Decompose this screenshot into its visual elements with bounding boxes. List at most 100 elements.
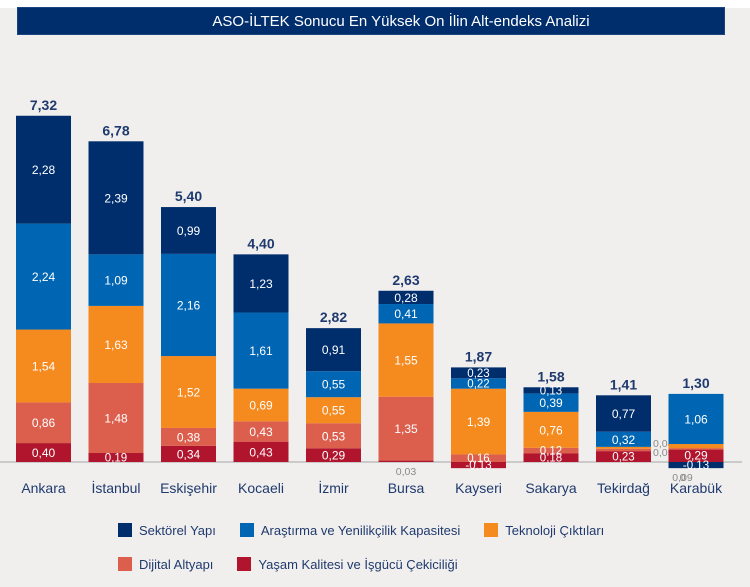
small-value-label: 0,05: [653, 447, 674, 459]
segment-label: 1,39: [467, 415, 491, 429]
segment-label: 0,16: [467, 453, 489, 465]
legend-swatch: [237, 557, 252, 571]
total-label: 6,78: [102, 122, 129, 138]
segment-label: -0,13: [465, 460, 491, 472]
segment-label: 0,76: [539, 423, 563, 437]
segment-label: 0,28: [394, 291, 418, 305]
total-label: 4,40: [247, 235, 274, 251]
segment-label: 1,52: [177, 386, 201, 400]
segment-label: 1,54: [32, 359, 56, 373]
bar-segment: [523, 411, 579, 448]
bar-segment: [378, 460, 434, 462]
segment-label: 0,22: [467, 378, 489, 390]
segment-label: 1,61: [249, 344, 273, 358]
bar-segment: [88, 254, 144, 306]
legend-label: Dijital Altyapı: [139, 556, 214, 572]
legend: Sektörel Yapı Araştırma ve Yenilikçilik K…: [118, 519, 678, 587]
bar-segment: [451, 462, 506, 469]
total-label: 1,30: [682, 375, 709, 391]
segment-label: 0,43: [249, 425, 273, 439]
segment-label: 0,12: [540, 446, 562, 458]
segment-label: -0,13: [683, 460, 709, 472]
segment-label: 0,40: [32, 446, 56, 460]
segment-label: 0,77: [612, 407, 636, 421]
bar-segment: [88, 305, 144, 384]
bar-segment: [596, 448, 651, 452]
segment-label: 0,32: [612, 433, 636, 447]
total-label: 1,41: [610, 376, 637, 392]
bar-segment: [451, 454, 506, 462]
bar-segment: [523, 393, 579, 412]
segment-label: 0,29: [322, 449, 346, 463]
segment-label: 0,69: [249, 399, 273, 413]
legend-item: Teknoloji Çıktıları: [484, 523, 604, 538]
legend-label: Araştırma ve Yenilikçilik Kapasitesi: [260, 522, 461, 538]
segment-label: 2,39: [104, 191, 128, 205]
total-label: 5,40: [175, 188, 202, 204]
small-value-label: 0: [680, 472, 686, 484]
bar-segment: [523, 447, 579, 454]
legend-item: Dijital Altyapı: [118, 557, 213, 572]
segment-label: 1,35: [394, 422, 418, 436]
bar-segment: [596, 446, 651, 449]
bar-segment: [88, 383, 144, 454]
bar-segment: [668, 448, 724, 462]
segment-label: 0,99: [177, 224, 201, 238]
bar-segment: [668, 393, 724, 445]
segment-label: 0,29: [684, 449, 708, 463]
category-label: İzmir: [318, 479, 349, 496]
segment-label: 0,55: [322, 378, 346, 392]
legend-row: Dijital Altyapı Yaşam Kalitesi ve İşgücü …: [118, 553, 678, 575]
bar-segment: [233, 254, 289, 313]
segment-label: 0,34: [177, 447, 201, 461]
bar-segment: [596, 451, 651, 462]
bar-segment: [378, 323, 434, 397]
bar-segment: [596, 431, 651, 447]
category-label: Ankara: [21, 480, 66, 496]
segment-label: 0,18: [540, 453, 562, 465]
legend-swatch: [484, 523, 499, 537]
segment-label: 0,41: [394, 307, 418, 321]
category-label: Sakarya: [525, 480, 577, 496]
bar-segment: [523, 453, 579, 462]
segment-label: 1,06: [684, 412, 708, 426]
segment-label: 1,09: [104, 274, 128, 288]
bar-segment: [451, 388, 506, 455]
bar-segment: [16, 402, 71, 444]
category-label: Eskişehir: [160, 480, 217, 496]
total-label: 2,82: [320, 309, 347, 325]
segment-label: 1,48: [104, 412, 128, 426]
legend-label: Yaşam Kalitesi ve İşgücü Çekiciliği: [258, 556, 458, 572]
bar-segment: [306, 448, 361, 462]
category-label: Karabük: [670, 480, 723, 496]
segment-label: 2,28: [32, 163, 56, 177]
segment-label: 0,39: [539, 396, 563, 410]
total-label: 1,58: [537, 368, 564, 384]
segment-label: 2,16: [177, 298, 201, 312]
segment-label: 1,23: [249, 277, 273, 291]
legend-row: Sektörel Yapı Araştırma ve Yenilikçilik K…: [118, 519, 678, 541]
bar-segment: [523, 387, 579, 394]
segment-label: 0,23: [467, 368, 489, 380]
bar-segment: [161, 356, 216, 428]
category-label: Kocaeli: [238, 480, 284, 496]
segment-label: 0,55: [322, 404, 346, 418]
segment-label: 0,86: [32, 416, 56, 430]
legend-item: Yaşam Kalitesi ve İşgücü Çekiciliği: [237, 556, 458, 572]
chart-title-bar: ASO-İLTEK Sonucu En Yüksek On İlin Alt-e…: [17, 7, 725, 35]
legend-item: Sektörel Yapı: [118, 523, 216, 538]
bar-segment: [378, 396, 434, 461]
total-label: 2,63: [392, 272, 419, 288]
legend-swatch: [118, 557, 132, 571]
legend-label: Teknoloji Çıktıları: [505, 522, 605, 538]
top-strip: [0, 0, 750, 8]
bar-segment: [233, 388, 289, 422]
segment-label: 1,55: [394, 354, 418, 368]
segment-label: 2,24: [32, 270, 56, 284]
segment-label: 0,19: [105, 453, 127, 465]
bar-segment: [378, 290, 434, 305]
bar-segment: [16, 443, 71, 462]
bar-segment: [306, 423, 361, 449]
bar-segment: [306, 328, 361, 372]
